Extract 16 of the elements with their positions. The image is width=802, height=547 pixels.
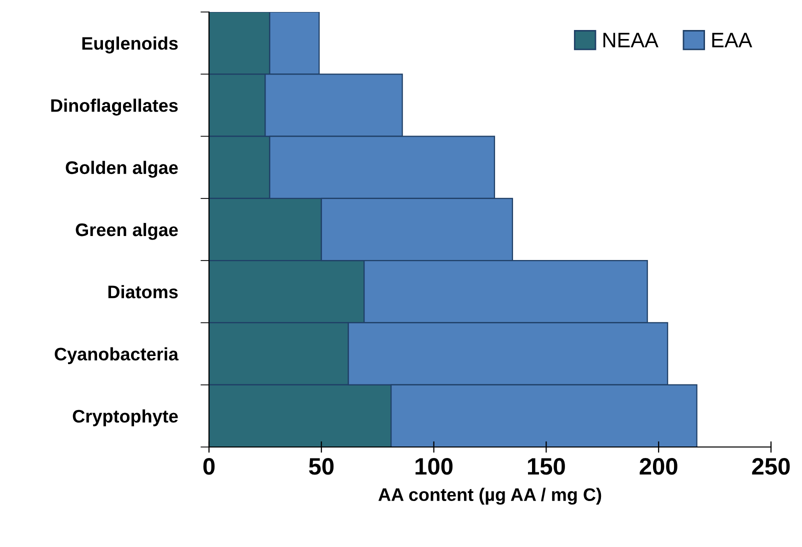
legend-label: NEAA [603,32,658,48]
legend-label: EAA [712,32,752,48]
x-tick-label: 150 [528,458,565,475]
y-tick-label: Cyanobacteria [54,347,179,364]
y-tick-label: Green algae [76,222,178,240]
y-tick-label: Diatoms [108,285,178,298]
x-tick-label: 250 [752,458,790,475]
y-tick-label: Euglenoids [82,36,178,54]
y-tick-label: Golden algae [66,160,178,178]
x-tick-label: 100 [416,458,453,475]
y-tick-label: Dinoflagellates [51,98,178,116]
x-tick-label: 0 [203,458,215,475]
y-tick-label: Cryptophyte [72,409,178,426]
x-tick-label: 200 [640,458,678,475]
x-axis-title: AA content (µg AA / mg C) [378,488,602,505]
x-tick-label: 50 [308,458,334,475]
